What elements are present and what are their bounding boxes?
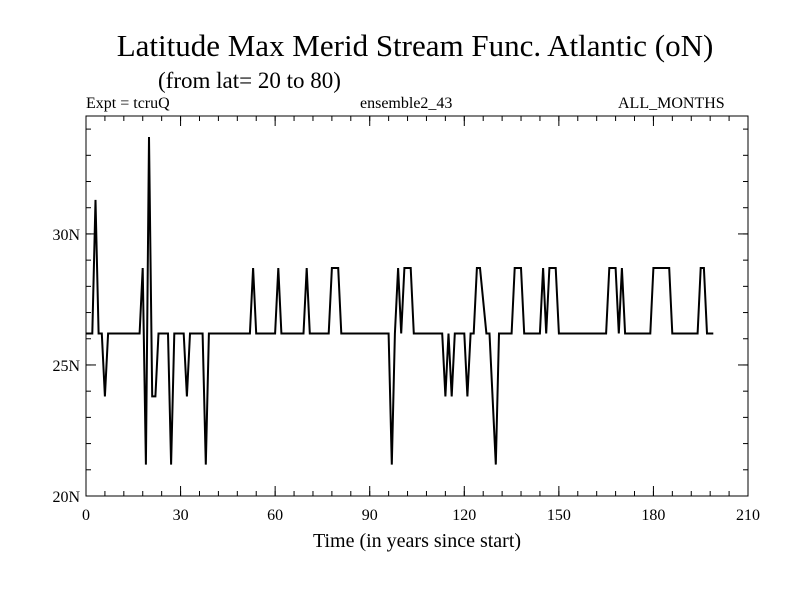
header-months: ALL_MONTHS <box>618 95 725 112</box>
series-line <box>86 136 714 465</box>
chart-subtitle: (from lat= 20 to 80) <box>158 68 341 93</box>
y-tick-label: 25N <box>52 358 80 375</box>
x-tick-label: 180 <box>641 507 665 524</box>
y-tick-label: 20N <box>52 489 80 506</box>
x-tick-label: 90 <box>362 507 378 524</box>
axis-ticks <box>85 116 749 497</box>
x-tick-label: 120 <box>452 507 476 524</box>
header-ensemble: ensemble2_43 <box>360 95 453 112</box>
x-axis-label: Time (in years since start) <box>313 530 521 552</box>
chart-title: Latitude Max Merid Stream Func. Atlantic… <box>116 28 714 63</box>
x-tick-label: 0 <box>82 507 90 524</box>
plot-frame <box>85 115 749 497</box>
axis-tick-labels: 0 30 60 90 120 150 180 210 20N 25N 30N <box>52 227 760 524</box>
header-experiment: Expt = tcruQ <box>86 95 170 112</box>
x-tick-label: 30 <box>173 507 189 524</box>
x-tick-label: 60 <box>267 507 283 524</box>
x-tick-label: 210 <box>736 507 760 524</box>
x-tick-label: 150 <box>547 507 571 524</box>
series-group <box>86 136 714 465</box>
y-tick-label: 30N <box>52 227 80 244</box>
